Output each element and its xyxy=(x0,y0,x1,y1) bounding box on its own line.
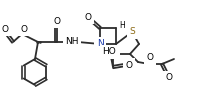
Text: O: O xyxy=(84,12,91,22)
Text: O: O xyxy=(166,74,172,82)
Text: S: S xyxy=(129,27,135,37)
Text: O: O xyxy=(2,25,9,33)
Text: O: O xyxy=(21,25,28,33)
Text: NH: NH xyxy=(65,38,79,46)
Text: N: N xyxy=(97,40,103,48)
Text: H: H xyxy=(119,20,125,30)
Text: O: O xyxy=(146,53,153,63)
Text: O: O xyxy=(54,17,60,25)
Text: HO: HO xyxy=(102,48,116,56)
Text: O: O xyxy=(125,61,133,69)
Text: H: H xyxy=(112,48,118,56)
